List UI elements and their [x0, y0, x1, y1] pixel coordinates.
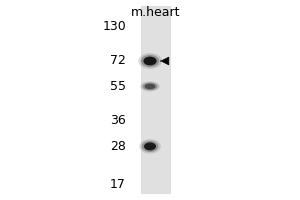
Bar [141, 6, 171, 194]
Text: 17: 17 [110, 178, 126, 190]
Text: m.heart: m.heart [131, 6, 181, 19]
Text: 55: 55 [110, 80, 126, 92]
Ellipse shape [141, 55, 159, 67]
Text: 72: 72 [110, 53, 126, 66]
Text: 36: 36 [110, 114, 126, 127]
Ellipse shape [145, 84, 155, 89]
Text: 28: 28 [110, 140, 126, 152]
Ellipse shape [142, 141, 158, 152]
Ellipse shape [140, 81, 160, 91]
Ellipse shape [138, 53, 162, 69]
Ellipse shape [143, 57, 157, 65]
Ellipse shape [142, 82, 158, 90]
Text: 130: 130 [102, 20, 126, 32]
Ellipse shape [144, 142, 156, 150]
Ellipse shape [139, 139, 161, 154]
